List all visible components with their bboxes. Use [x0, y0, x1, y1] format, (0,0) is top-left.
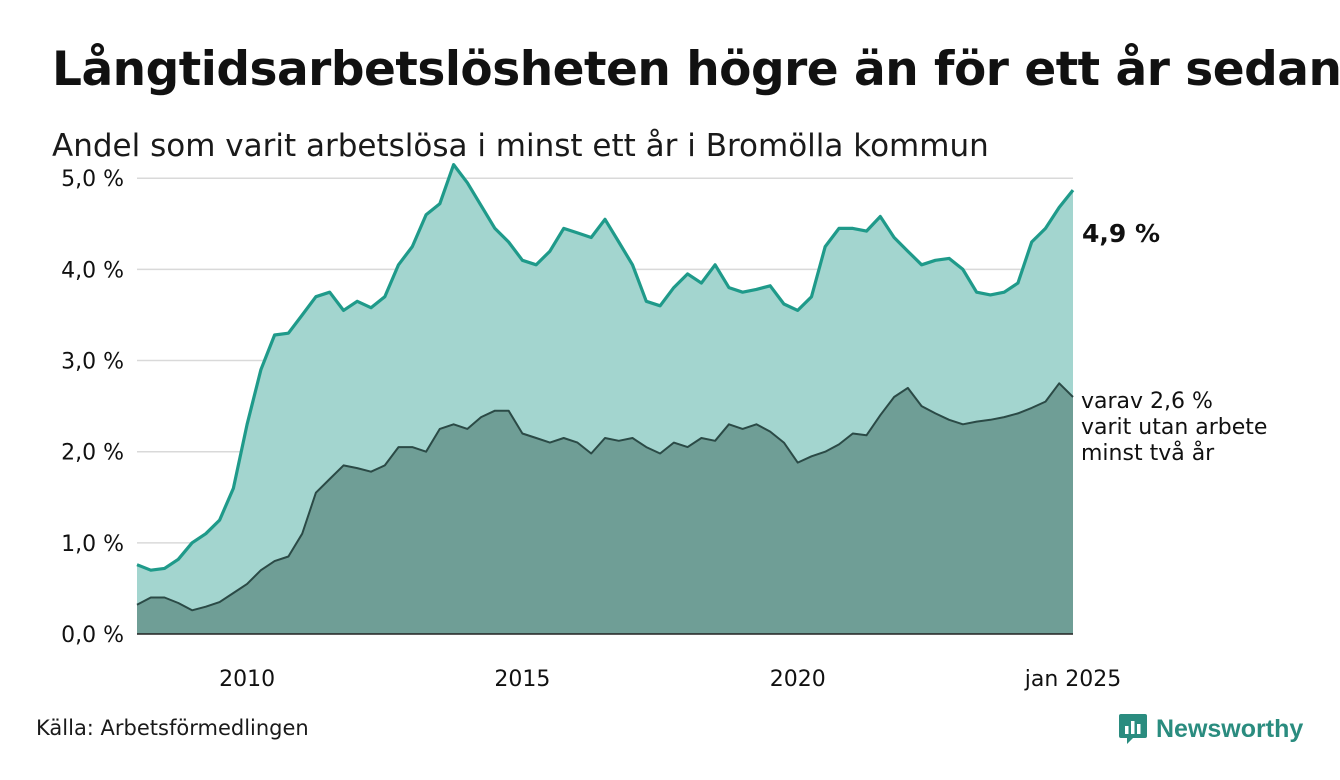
y-tick-label: 3,0 %: [61, 350, 124, 375]
end-value-label: 4,9 %: [1082, 219, 1160, 248]
x-axis: 2010 2015 2020 jan 2025: [219, 667, 1121, 692]
area-2yr: [137, 383, 1073, 634]
y-tick-label: 4,0 %: [61, 258, 124, 283]
brand-logo: Newsworthy: [1118, 712, 1303, 746]
x-tick-label: 2020: [770, 667, 826, 692]
x-tick-label: jan 2025: [1024, 667, 1122, 692]
y-tick-label: 5,0 %: [61, 167, 124, 192]
y-tick-label: 0,0 %: [61, 623, 124, 648]
annotation-line-2: varit utan arbete: [1081, 415, 1267, 440]
chart-areas: [136, 163, 1075, 634]
chart-subtitle: Andel som varit arbetslösa i minst ett å…: [52, 128, 989, 164]
two-year-annotation: varav 2,6 % varit utan arbete minst två …: [1081, 389, 1267, 466]
line-2yr: [136, 382, 1074, 612]
x-tick-label: 2010: [219, 667, 275, 692]
y-tick-label: 1,0 %: [61, 532, 124, 557]
y-axis: 0,0 % 1,0 % 2,0 % 3,0 % 4,0 % 5,0 %: [61, 167, 124, 648]
source-note: Källa: Arbetsförmedlingen: [36, 716, 309, 740]
line-1yr: [136, 163, 1075, 572]
y-tick-label: 2,0 %: [61, 441, 124, 466]
annotation-line-3: minst två år: [1081, 440, 1215, 466]
brand-name: Newsworthy: [1156, 714, 1304, 743]
annotation-line-1: varav 2,6 %: [1081, 389, 1213, 414]
chart-title: Långtidsarbetslösheten högre än för ett …: [52, 42, 1340, 97]
newsworthy-logo-icon: [1119, 714, 1147, 744]
x-tick-label: 2015: [494, 667, 550, 692]
